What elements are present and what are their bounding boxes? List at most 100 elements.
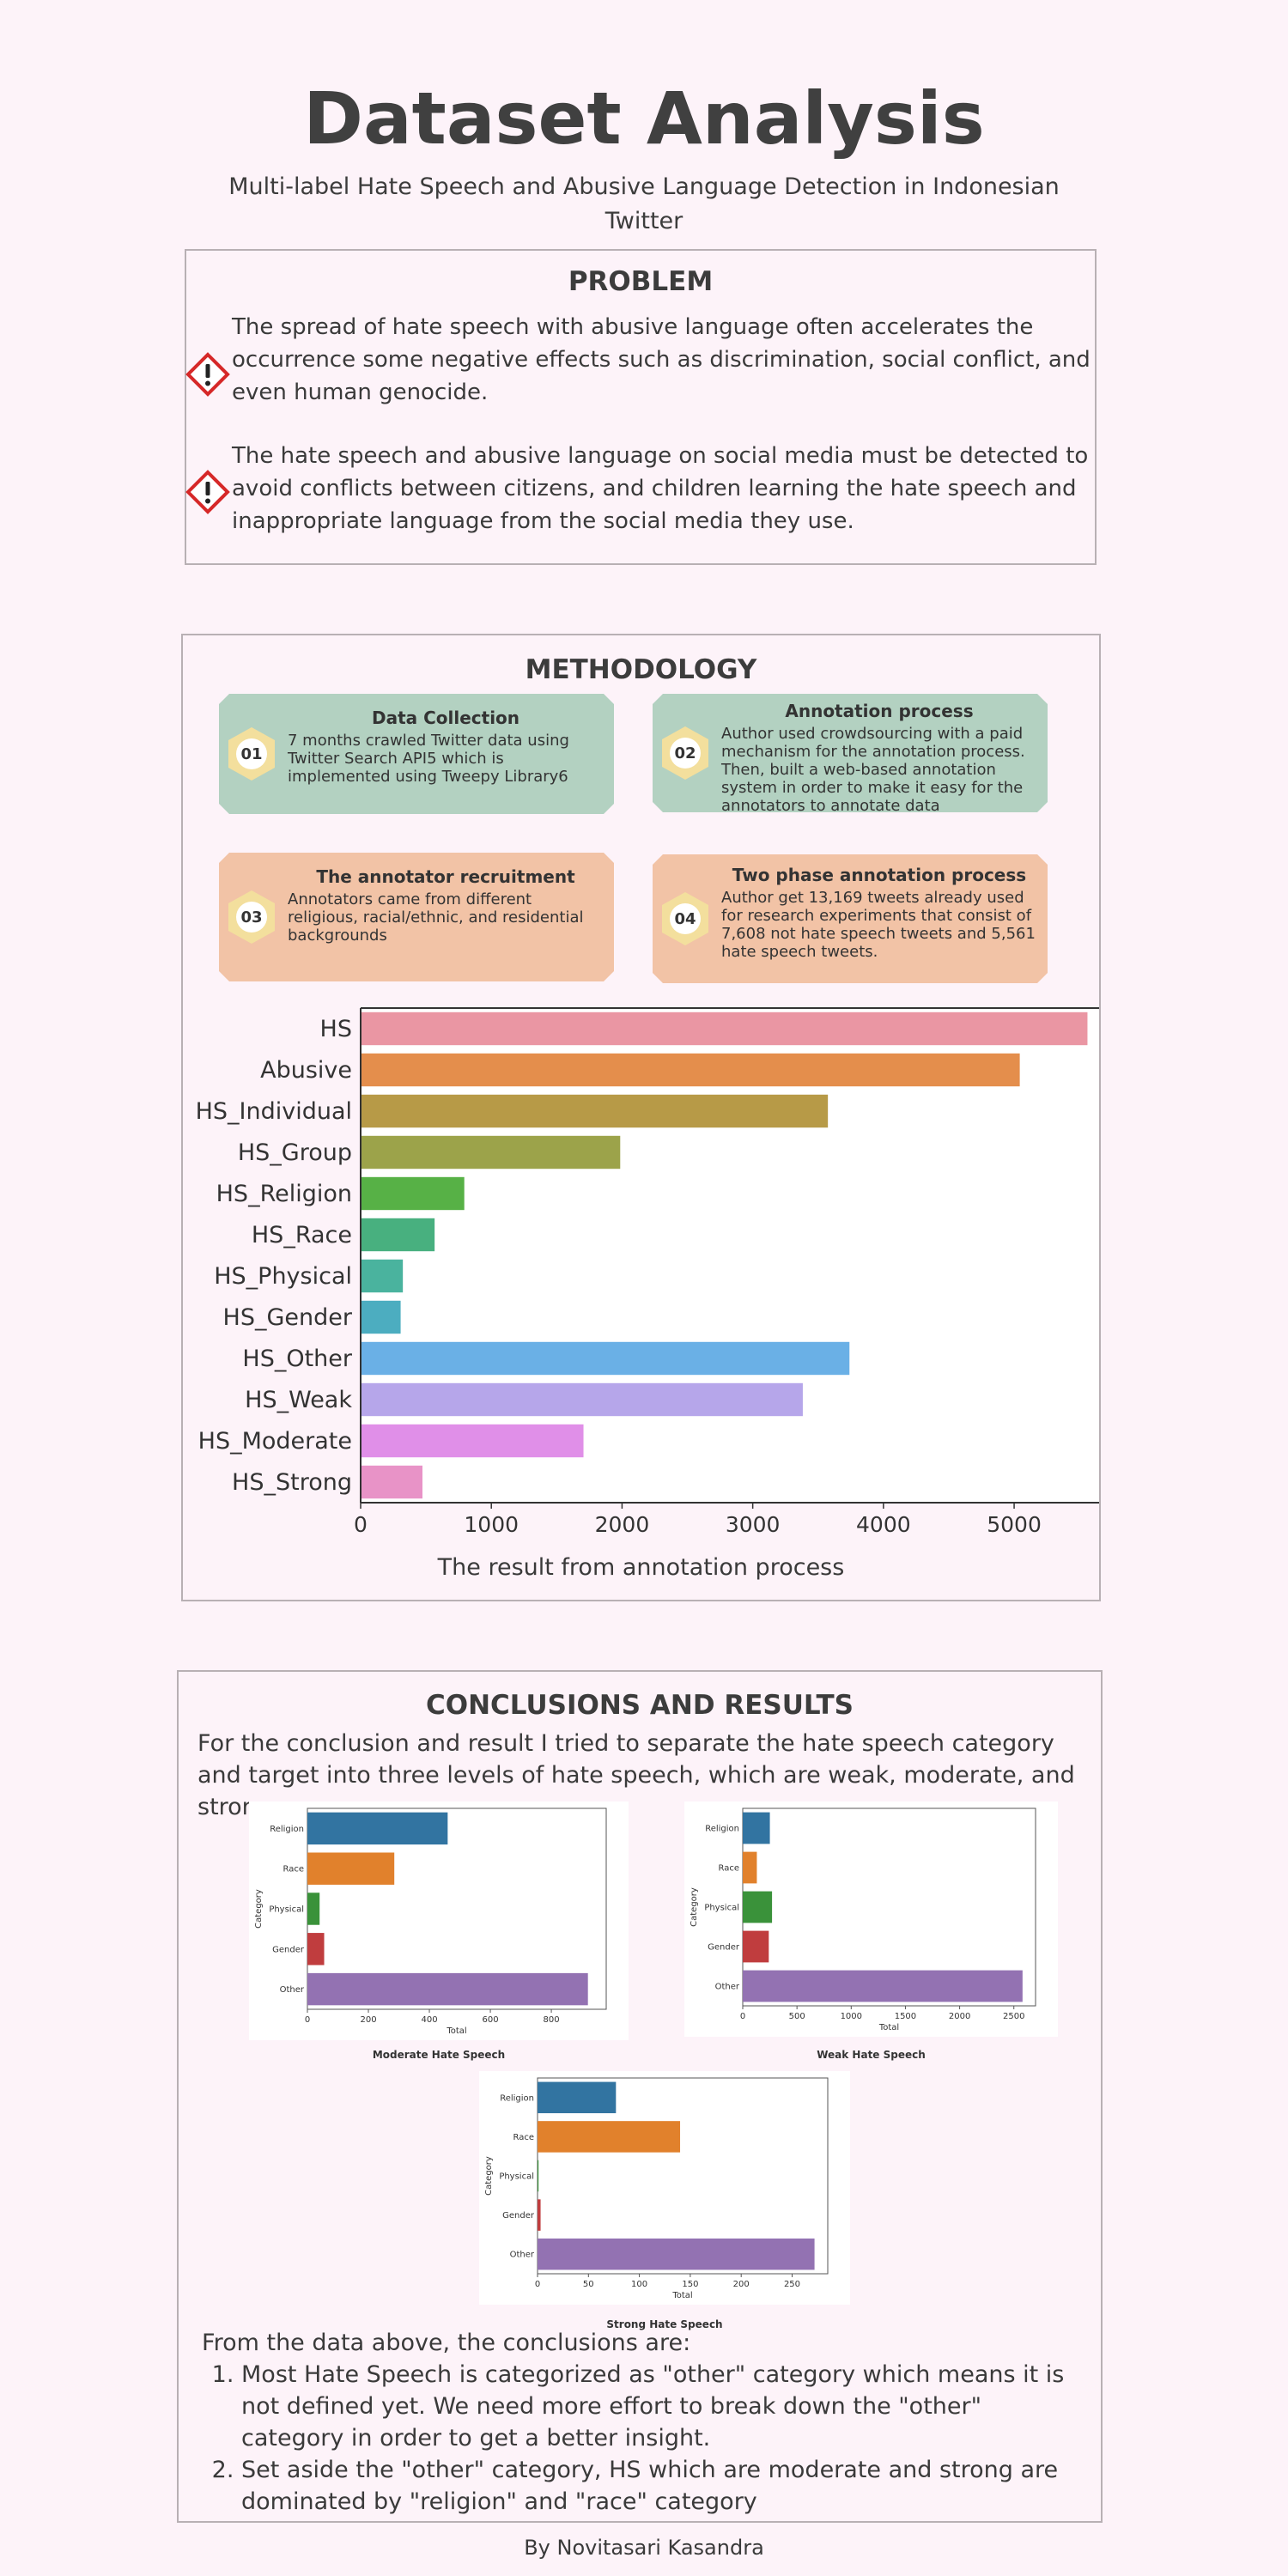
bar (743, 1930, 769, 1963)
warning-icon (185, 470, 230, 514)
bar (361, 1218, 435, 1252)
bar (538, 2121, 681, 2153)
x-axis-label: Total (446, 2026, 466, 2036)
bar (361, 1135, 621, 1170)
x-tick-label: 4000 (856, 1512, 911, 1537)
bar (743, 1970, 1023, 2002)
card-text: Annotators came from different religious… (288, 890, 584, 945)
card-title: Two phase annotation process (732, 865, 1027, 885)
conclusion-point-2: Set aside the "other" category, HS which… (241, 2454, 1078, 2518)
category-label: Religion (500, 2093, 534, 2103)
x-tick-label: 50 (583, 2280, 594, 2289)
card-text: 7 months crawled Twitter data using Twit… (288, 732, 569, 786)
method-card-two-phase: 04 Two phase annotation process Author g… (653, 854, 1048, 983)
category-label: HS_Other (242, 1346, 353, 1372)
y-axis-label: Category (484, 2156, 494, 2196)
bar (307, 1972, 588, 2006)
category-label: Other (280, 1985, 305, 1995)
category-label: Race (283, 1865, 304, 1874)
bar (361, 1341, 850, 1376)
svg-text:04: 04 (674, 910, 696, 928)
bar (307, 1852, 395, 1885)
weak-chart-caption: Weak Hate Speech (817, 2049, 926, 2061)
x-tick-label: 600 (483, 2015, 499, 2025)
y-axis-label: Category (690, 1887, 699, 1927)
svg-text:03: 03 (240, 908, 262, 927)
x-tick-label: 0 (535, 2280, 540, 2289)
bar (538, 2081, 617, 2114)
page-subtitle: Multi-label Hate Speech and Abusive Lang… (228, 173, 1060, 234)
conclusions-list: Most Hate Speech is categorized as "othe… (202, 2359, 1078, 2518)
bar (743, 1812, 770, 1844)
x-tick-label: 800 (544, 2015, 560, 2025)
conclusion-point-1: Most Hate Speech is categorized as "othe… (241, 2359, 1078, 2454)
category-label: HS (320, 1016, 352, 1042)
bar (361, 1465, 422, 1499)
bar (361, 1094, 829, 1128)
step-badge-icon: 01 (226, 726, 277, 782)
x-tick-label: 400 (421, 2015, 437, 2025)
x-tick-label: 3000 (726, 1512, 781, 1537)
bar (361, 1424, 584, 1458)
x-tick-label: 0 (305, 2015, 310, 2025)
bar (307, 1933, 325, 1965)
x-tick-label: 0 (740, 2012, 745, 2021)
problem-panel (185, 249, 1097, 565)
conclusions-lead: From the data above, the conclusions are… (202, 2330, 691, 2356)
x-tick-label: 200 (360, 2015, 376, 2025)
x-tick-label: 2000 (949, 2012, 970, 2021)
category-label: HS_Weak (245, 1387, 352, 1413)
bar (743, 1851, 757, 1884)
card-title: Data Collection (371, 708, 520, 728)
category-label: Race (718, 1864, 739, 1874)
page-title: Dataset Analysis (303, 76, 985, 161)
bar (538, 2238, 815, 2270)
category-label: Abusive (260, 1057, 352, 1084)
author-footer: By Novitasari Kasandra (524, 2536, 764, 2560)
x-axis-label: Total (878, 2023, 899, 2032)
conclusions-intro: For the conclusion and result I tried to… (197, 1730, 1075, 1820)
bar (743, 1891, 773, 1923)
x-tick-label: 250 (784, 2280, 800, 2289)
bar (538, 2199, 541, 2231)
bar (361, 1300, 401, 1334)
category-label: HS_Moderate (198, 1428, 352, 1455)
bar (361, 1176, 465, 1211)
category-label: Gender (502, 2211, 535, 2221)
bar (361, 1012, 1088, 1046)
category-label: Race (513, 2133, 534, 2142)
bar (361, 1259, 404, 1293)
methodology-heading: METHODOLOGY (525, 654, 757, 685)
category-label: Physical (704, 1904, 739, 1913)
annotation-result-chart: HS Abusive HS_Individual HS_Group HS_Religio… (196, 1007, 1099, 1537)
card-title: Annotation process (785, 701, 974, 721)
x-tick-label: 1000 (841, 2012, 862, 2021)
problem-item-2: The hate speech and abusive language on … (232, 443, 1089, 534)
warning-icon (185, 352, 230, 397)
x-tick-label: 2500 (1003, 2012, 1024, 2021)
bar (307, 1893, 320, 1925)
category-label: HS_Gender (223, 1304, 353, 1331)
x-tick-label: 200 (733, 2280, 750, 2289)
svg-text:01: 01 (240, 745, 262, 763)
bar (361, 1382, 803, 1417)
x-axis-label: Total (671, 2291, 692, 2300)
x-tick-label: 150 (682, 2280, 698, 2289)
category-label: HS_Race (252, 1222, 352, 1249)
y-axis-label: Category (254, 1889, 264, 1929)
category-label: Religion (270, 1825, 304, 1834)
category-label: Other (510, 2251, 535, 2260)
category-label: Physical (269, 1905, 304, 1915)
x-tick-label: 1000 (464, 1512, 519, 1537)
category-label: Gender (272, 1945, 305, 1954)
card-text: Author used crowdsourcing with a paid me… (721, 725, 1025, 815)
strong-chart-caption: Strong Hate Speech (606, 2318, 723, 2330)
category-label: Gender (708, 1943, 740, 1953)
strong-hate-speech-chart: Religion Race Physical Gender Other 0 50 100 150… (479, 2071, 850, 2305)
method-card-annotation-process: 02 Annotation process Author used crowds… (653, 694, 1048, 812)
problem-item-1: The spread of hate speech with abusive l… (232, 314, 1091, 405)
method-card-data-collection: 01 Data Collection 7 months crawled Twit… (219, 694, 614, 814)
x-tick-label: 1500 (895, 2012, 916, 2021)
x-tick-label: 500 (789, 2012, 805, 2021)
category-label: HS_Group (238, 1139, 352, 1166)
